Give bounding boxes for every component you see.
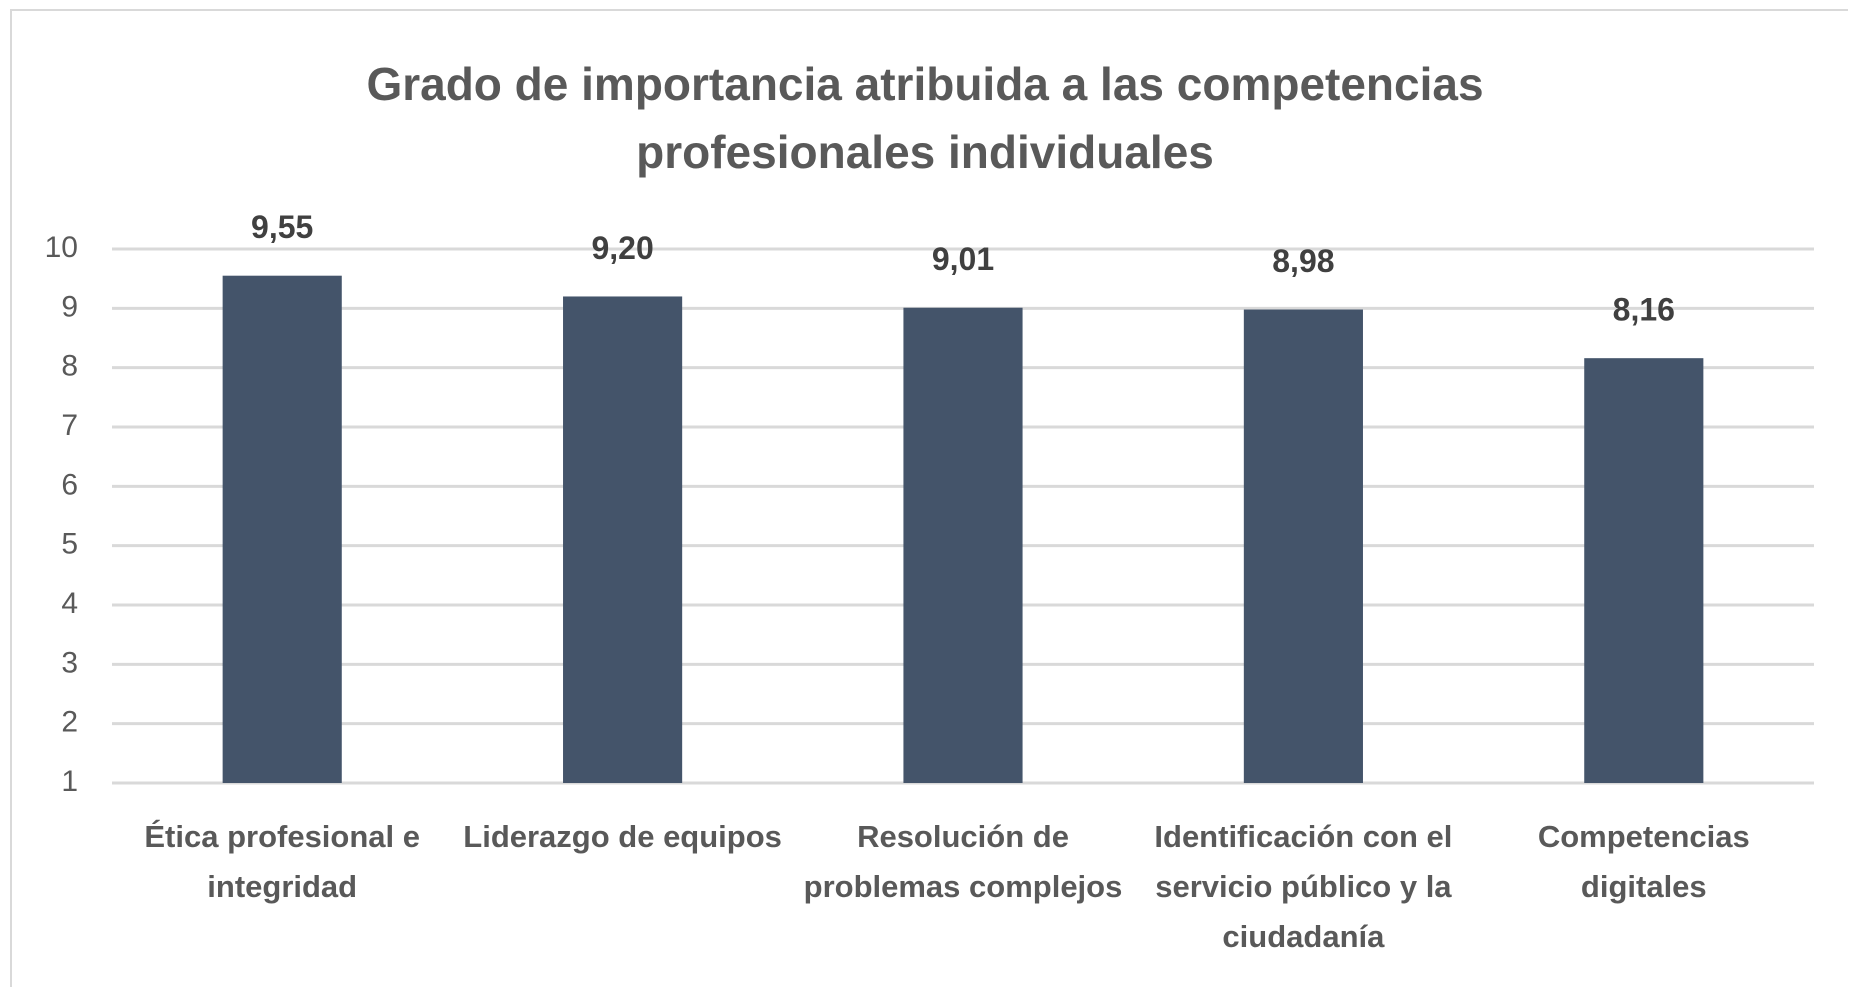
y-tick-label: 4 bbox=[61, 587, 78, 620]
data-label: 8,16 bbox=[1613, 292, 1675, 328]
bar bbox=[222, 275, 342, 783]
chart-title: Grado de importancia atribuida a las com… bbox=[366, 58, 1484, 178]
y-tick-label: 6 bbox=[61, 468, 78, 501]
bar bbox=[1243, 309, 1363, 783]
bar bbox=[1584, 358, 1704, 783]
data-label: 8,98 bbox=[1272, 243, 1334, 279]
data-label: 9,20 bbox=[591, 230, 653, 266]
data-label: 9,01 bbox=[932, 241, 994, 277]
x-tick-label: Resolución de problemas complejos bbox=[803, 819, 1123, 904]
y-tick-label: 1 bbox=[61, 765, 78, 798]
bar bbox=[903, 307, 1023, 783]
y-tick-label: 5 bbox=[61, 528, 78, 561]
data-label: 9,55 bbox=[251, 209, 313, 245]
chart-frame bbox=[10, 9, 1848, 987]
y-tick-label: 9 bbox=[61, 290, 78, 323]
x-tick-label: Identificación con el servicio público y… bbox=[1154, 819, 1453, 954]
y-tick-label: 8 bbox=[61, 350, 78, 383]
y-tick-label: 3 bbox=[61, 646, 78, 679]
bar bbox=[563, 296, 683, 783]
y-tick-label: 2 bbox=[61, 706, 78, 739]
x-tick-label: Ética profesional e integridad bbox=[144, 819, 420, 904]
x-tick-label: Competencias digitales bbox=[1537, 819, 1750, 904]
y-tick-label: 7 bbox=[61, 409, 78, 442]
x-tick-label: Liderazgo de equipos bbox=[463, 819, 782, 854]
y-tick-label: 10 bbox=[45, 231, 78, 264]
